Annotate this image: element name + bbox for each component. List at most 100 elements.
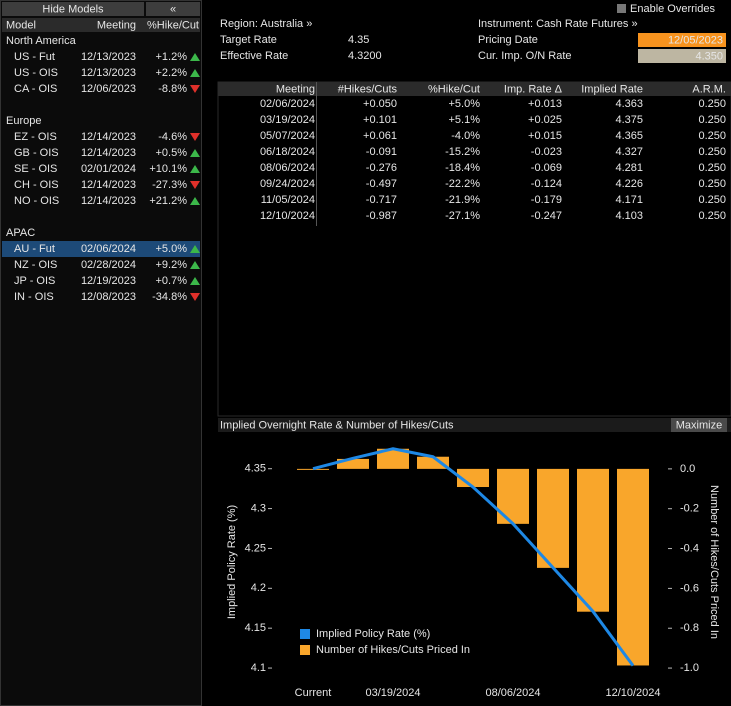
table-cell: 4.281 (615, 162, 643, 174)
cur-imp-label: Cur. Imp. O/N Rate (478, 50, 572, 62)
model-change: +0.7% (156, 275, 188, 287)
model-name[interactable]: NZ - OIS (14, 259, 57, 271)
table-cell: -0.179 (531, 194, 562, 206)
model-meeting: 12/14/2023 (81, 179, 136, 191)
model-name[interactable]: GB - OIS (14, 147, 59, 159)
table-column-header: Imp. Rate Δ (504, 83, 563, 95)
y2-tick-label: 0.0 (680, 463, 695, 475)
model-name[interactable]: EZ - OIS (14, 131, 57, 143)
bar (537, 468, 569, 568)
table-cell: -0.497 (366, 178, 397, 190)
legend-swatch (300, 645, 310, 655)
model-meeting: 12/14/2023 (81, 195, 136, 207)
table-panel (217, 81, 731, 417)
up-arrow (190, 165, 200, 173)
table-cell: -0.091 (366, 146, 397, 158)
up-arrow (190, 197, 200, 205)
y-axis-title: Implied Policy Rate (%) (226, 505, 238, 619)
model-change: -8.8% (158, 83, 187, 95)
hide-models-label[interactable]: Hide Models (42, 3, 104, 15)
line (312, 447, 635, 667)
maximize-label[interactable]: Maximize (676, 419, 722, 431)
model-change: -27.3% (152, 179, 187, 191)
collapse-button[interactable] (146, 2, 200, 16)
table-cell: 0.250 (698, 194, 726, 206)
model-change: +10.1% (149, 163, 187, 175)
table-cell: 0.250 (698, 98, 726, 110)
x-tick-label: Current (295, 687, 332, 699)
overrides-label[interactable]: Enable Overrides (630, 3, 715, 15)
model-name[interactable]: US - Fut (14, 51, 55, 63)
model-name[interactable]: US - OIS (14, 67, 58, 79)
model-name[interactable]: IN - OIS (14, 291, 54, 303)
bar (417, 456, 449, 469)
table-cell: 0.250 (698, 146, 726, 158)
table-cell: 05/07/2024 (260, 130, 315, 142)
model-name[interactable]: NO - OIS (14, 195, 59, 207)
model-name[interactable]: SE - OIS (14, 163, 57, 175)
table-cell: -22.2% (445, 178, 480, 190)
table-cell: 0.250 (698, 210, 726, 222)
model-meeting: 12/08/2023 (81, 291, 136, 303)
table-cell: +0.013 (528, 98, 562, 110)
up-arrow (190, 245, 200, 253)
table-cell: +5.1% (449, 114, 481, 126)
bar (577, 468, 609, 612)
pricing-date-box[interactable] (638, 33, 726, 47)
model-change: +2.2% (156, 67, 188, 79)
table-cell: -4.0% (451, 130, 480, 142)
model-change: +5.0% (156, 243, 188, 255)
table-cell: 4.363 (615, 98, 643, 110)
model-name[interactable]: CA - OIS (14, 83, 57, 95)
x-tick-label: 03/19/2024 (365, 687, 420, 699)
hide-models-button[interactable] (2, 2, 144, 16)
down-arrow (190, 293, 200, 301)
up-arrow (190, 149, 200, 157)
table-cell: +5.0% (449, 98, 481, 110)
table-cell: -0.987 (366, 210, 397, 222)
model-name[interactable]: JP - OIS (14, 275, 55, 287)
y2-tick-label: -0.2 (680, 503, 699, 515)
bar (297, 468, 329, 470)
table-cell: +0.061 (363, 130, 397, 142)
overrides-checkbox[interactable] (617, 4, 626, 13)
x-tick-label: 08/06/2024 (485, 687, 540, 699)
model-meeting: 12/19/2023 (81, 275, 136, 287)
model-change: +0.5% (156, 147, 188, 159)
legend-label: Implied Policy Rate (%) (316, 628, 430, 640)
table-cell: +0.015 (528, 130, 562, 142)
up-arrow (190, 53, 200, 61)
bar (617, 468, 649, 666)
model-change: +21.2% (149, 195, 187, 207)
bar (497, 468, 529, 524)
table-cell: -0.276 (366, 162, 397, 174)
model-change: -4.6% (158, 131, 187, 143)
model-name[interactable]: AU - Fut (14, 243, 55, 255)
maximize-button[interactable] (671, 418, 727, 432)
region[interactable]: Region: Australia » (220, 18, 312, 30)
model-change: +9.2% (156, 259, 188, 271)
down-arrow (190, 85, 200, 93)
y-tick-label: 4.2 (251, 582, 266, 594)
down-arrow (190, 181, 200, 189)
model-meeting: 12/14/2023 (81, 131, 136, 143)
effective-rate-label: Effective Rate (220, 50, 288, 62)
instrument[interactable]: Instrument: Cash Rate Futures » (478, 18, 638, 30)
table-cell: 4.226 (615, 178, 643, 190)
group-heading: Europe (6, 115, 41, 127)
up-arrow (190, 69, 200, 77)
y2-tick-label: -0.8 (680, 622, 699, 634)
model-meeting: 12/13/2023 (81, 67, 136, 79)
table-cell: -21.9% (445, 194, 480, 206)
model-meeting: 02/28/2024 (81, 259, 136, 271)
table-column-header: A.R.M. (692, 83, 726, 95)
collapse-label[interactable]: « (170, 3, 176, 15)
legend-swatch (300, 629, 310, 639)
table-cell: -18.4% (445, 162, 480, 174)
model-name[interactable]: CH - OIS (14, 179, 59, 191)
table-cell: 08/06/2024 (260, 162, 315, 174)
table-cell: +0.050 (363, 98, 397, 110)
pricing-date[interactable]: 12/05/2023 (668, 34, 723, 46)
